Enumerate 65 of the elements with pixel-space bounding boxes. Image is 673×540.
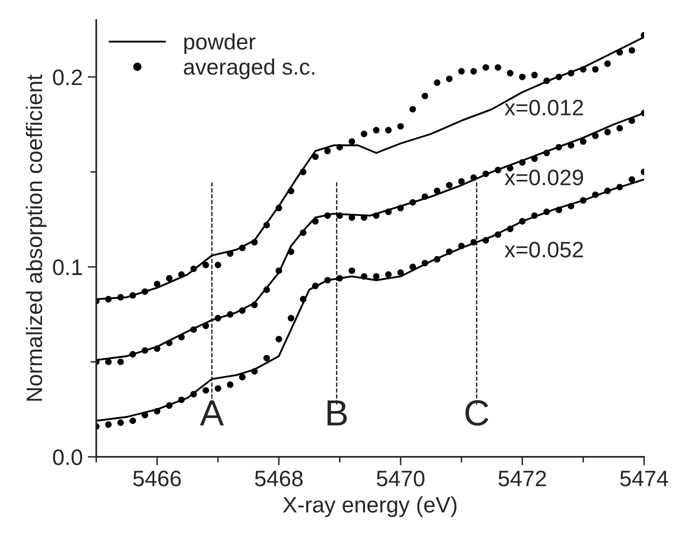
point bbox=[348, 138, 356, 145]
point bbox=[214, 385, 222, 392]
ref-line-label: B bbox=[328, 400, 347, 426]
point bbox=[360, 130, 368, 138]
point bbox=[519, 74, 526, 80]
annotation: x=0.012 bbox=[504, 100, 583, 116]
point bbox=[154, 280, 160, 288]
x-axis-title: X-ray energy (eV) bbox=[282, 496, 456, 518]
point bbox=[628, 176, 636, 183]
point bbox=[397, 123, 404, 130]
point bbox=[397, 269, 404, 276]
point bbox=[214, 262, 222, 268]
point bbox=[482, 64, 490, 71]
point bbox=[604, 128, 611, 136]
annotation: x=0.029 bbox=[504, 170, 584, 186]
point bbox=[372, 273, 380, 280]
x-tick-label: 5466 bbox=[133, 470, 181, 486]
point bbox=[458, 178, 465, 185]
point bbox=[531, 72, 538, 78]
point bbox=[446, 76, 453, 82]
point bbox=[105, 421, 112, 428]
point bbox=[312, 153, 319, 160]
point bbox=[372, 126, 380, 134]
point bbox=[348, 267, 356, 274]
point bbox=[494, 64, 502, 71]
x-tick-label: 5470 bbox=[376, 470, 424, 486]
x-tick-label: 5468 bbox=[255, 470, 303, 486]
point bbox=[592, 66, 599, 73]
y-tick-label: 0.2 bbox=[53, 69, 82, 86]
point bbox=[458, 68, 465, 75]
point bbox=[604, 60, 611, 67]
y-tick-label: 0.1 bbox=[53, 259, 82, 276]
point bbox=[263, 354, 270, 362]
point bbox=[202, 262, 210, 268]
point bbox=[434, 79, 440, 86]
point bbox=[324, 148, 331, 154]
point bbox=[105, 358, 112, 366]
point bbox=[117, 419, 124, 426]
x-tick-label: 5472 bbox=[498, 470, 546, 486]
point bbox=[202, 387, 210, 394]
annotation: x=0.052 bbox=[504, 242, 583, 258]
point bbox=[239, 374, 246, 380]
point bbox=[130, 417, 136, 424]
point bbox=[580, 138, 586, 145]
point bbox=[166, 275, 173, 282]
point bbox=[117, 358, 124, 366]
ref-line-label: A bbox=[200, 400, 224, 426]
point bbox=[226, 381, 234, 388]
legend-label: averaged s.c. bbox=[184, 58, 314, 80]
point bbox=[410, 106, 416, 113]
point bbox=[446, 182, 453, 188]
y-tick-label: 0.0 bbox=[53, 449, 82, 466]
point bbox=[470, 68, 477, 75]
legend-label: powder bbox=[184, 33, 256, 54]
point bbox=[616, 124, 623, 132]
ref-line-label: C bbox=[465, 400, 488, 426]
point bbox=[385, 126, 392, 134]
point bbox=[385, 271, 392, 278]
point bbox=[276, 336, 282, 342]
point bbox=[422, 92, 428, 100]
x-tick-label: 5474 bbox=[620, 470, 668, 486]
point bbox=[628, 47, 636, 54]
point bbox=[288, 314, 294, 322]
point bbox=[506, 70, 514, 76]
y-axis-title: Normalized absorption coefficient bbox=[26, 74, 47, 401]
